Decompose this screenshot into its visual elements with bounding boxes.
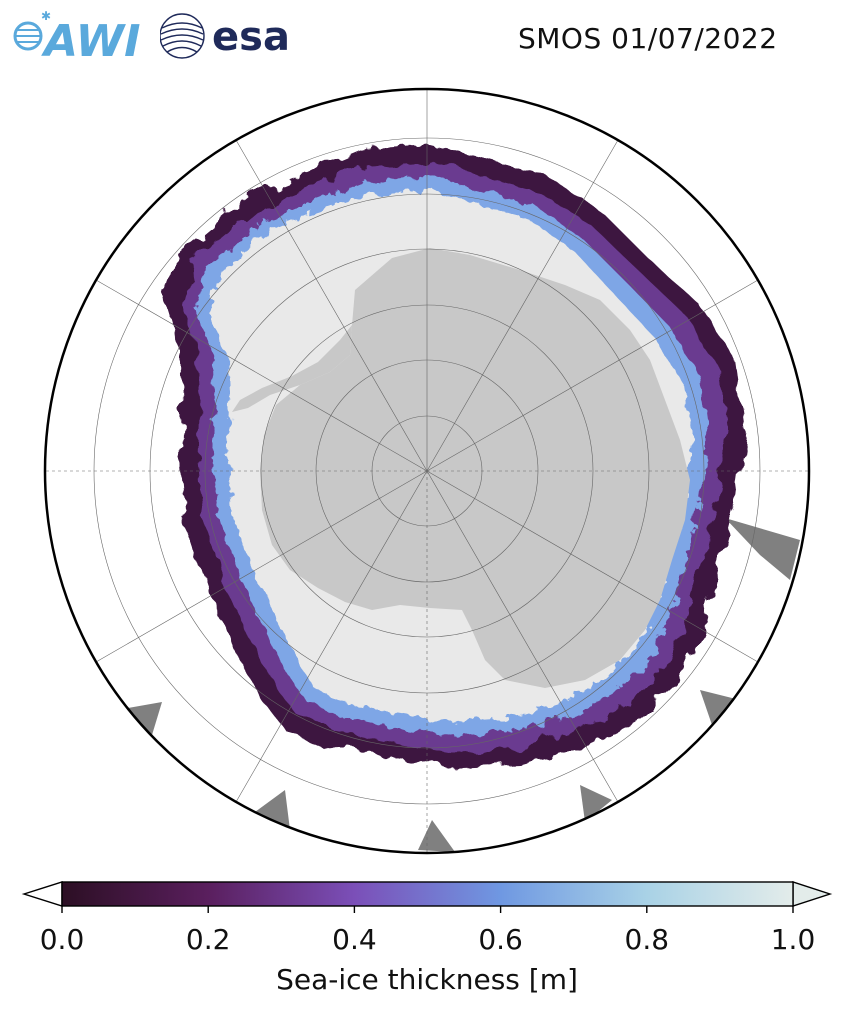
esa-logo: esa [160, 13, 290, 60]
colorbar-tick-label: 0.0 [40, 923, 85, 955]
awi-logo: ✱ AWI [13, 9, 140, 60]
map-title: SMOS 01/07/2022 [518, 22, 778, 55]
colorbar-tick-label: 0.2 [186, 923, 231, 955]
colorbar-tick-label: 0.8 [625, 923, 670, 955]
colorbar-gradient [61, 881, 794, 907]
colorbar-tick-label: 0.6 [478, 923, 523, 955]
map-boundary [43, 87, 811, 855]
longitude-grid [45, 89, 809, 853]
masked-regions [128, 518, 800, 852]
polar-map [43, 87, 811, 855]
svg-text:esa: esa [212, 14, 290, 60]
colorbar-extend-low [21, 881, 63, 907]
colorbar-extend-high [792, 881, 833, 907]
antarctic-peninsula [232, 325, 352, 412]
colorbar: 0.0 0.2 0.4 0.6 0.8 1.0 [21, 881, 833, 955]
svg-text:AWI: AWI [41, 16, 140, 60]
colorbar-label: Sea-ice thickness [m] [276, 963, 578, 996]
svg-text:✱: ✱ [41, 9, 51, 23]
colorbar-tick-label: 0.4 [332, 923, 377, 955]
colorbar-ticks: 0.0 0.2 0.4 0.6 0.8 1.0 [40, 906, 816, 955]
antarctica-land [260, 248, 690, 688]
colorbar-tick-label: 1.0 [771, 923, 816, 955]
